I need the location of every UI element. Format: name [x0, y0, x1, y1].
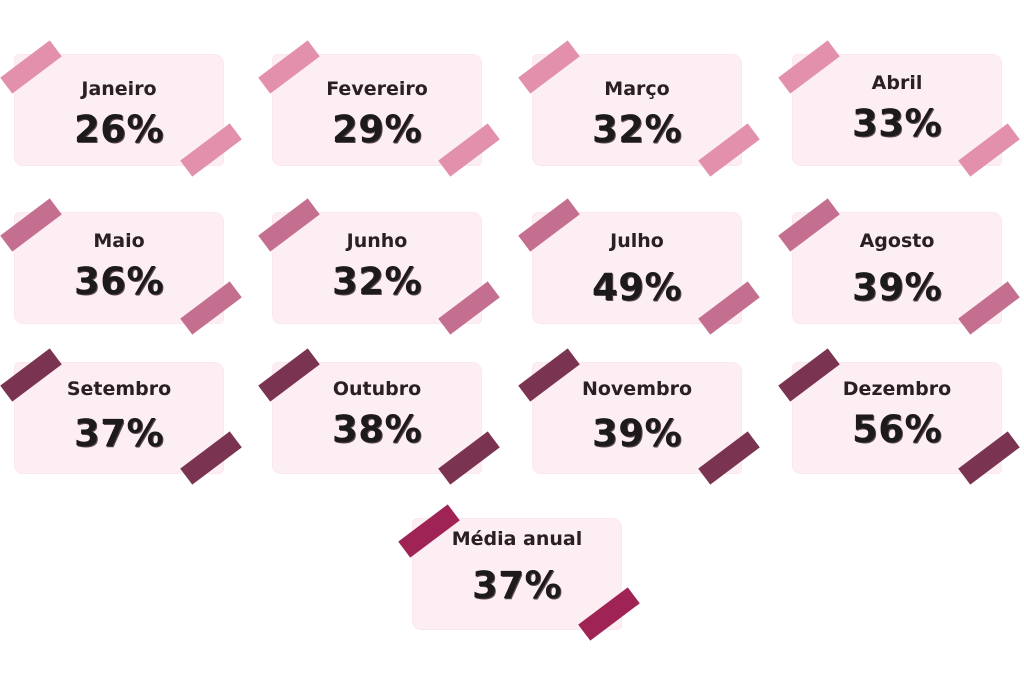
month-value: 49%	[591, 266, 683, 309]
card-background	[532, 362, 742, 474]
month-card-janeiro: Janeiro 26%	[0, 40, 242, 177]
month-label: Março	[604, 78, 670, 100]
month-value: 36%	[73, 260, 165, 303]
month-label: Setembro	[66, 378, 172, 400]
month-label: Agosto	[859, 230, 935, 252]
card-background	[272, 362, 482, 474]
card-background	[792, 212, 1002, 324]
annual-value: 37%	[471, 564, 563, 607]
month-label: Janeiro	[81, 78, 157, 100]
month-label: Abril	[871, 72, 923, 94]
month-card-agosto: Agosto 39%	[778, 198, 1020, 335]
month-label: Outubro	[332, 378, 422, 400]
month-value: 32%	[331, 260, 423, 303]
card-background	[14, 212, 224, 324]
month-card-setembro: Setembro 37%	[0, 348, 242, 485]
month-value: 56%	[851, 408, 943, 451]
month-label: Junho	[346, 230, 408, 252]
month-label: Novembro	[581, 378, 693, 400]
month-value: 37%	[73, 412, 165, 455]
annual-label: Média anual	[451, 528, 583, 550]
card-background	[412, 518, 622, 630]
card-background	[272, 54, 482, 166]
card-background	[14, 362, 224, 474]
card-background	[14, 54, 224, 166]
month-card-fevereiro: Fevereiro 29%	[258, 40, 500, 177]
month-label: Dezembro	[842, 378, 952, 400]
card-background	[792, 362, 1002, 474]
month-label: Fevereiro	[326, 78, 428, 100]
card-background	[532, 212, 742, 324]
card-background	[792, 54, 1002, 166]
month-value: 39%	[851, 266, 943, 309]
month-card-abril: Abril 33%	[778, 40, 1020, 177]
month-value: 33%	[851, 102, 943, 145]
card-background	[272, 212, 482, 324]
month-card-novembro: Novembro 39%	[518, 348, 760, 485]
month-card-junho: Junho 32%	[258, 198, 500, 335]
month-card-julho: Julho 49%	[518, 198, 760, 335]
month-label: Julho	[610, 230, 664, 252]
month-value: 39%	[591, 412, 683, 455]
card-background	[532, 54, 742, 166]
month-card-maio: Maio 36%	[0, 198, 242, 335]
month-label: Maio	[93, 230, 145, 252]
month-card-outubro: Outubro 38%	[258, 348, 500, 485]
month-value: 38%	[331, 408, 423, 451]
month-value: 32%	[591, 108, 683, 151]
month-card-marco: Março 32%	[518, 40, 760, 177]
month-value: 26%	[73, 108, 165, 151]
annual-average-card: Média anual 37%	[398, 504, 640, 641]
month-card-dezembro: Dezembro 56%	[778, 348, 1020, 485]
month-value: 29%	[331, 108, 423, 151]
